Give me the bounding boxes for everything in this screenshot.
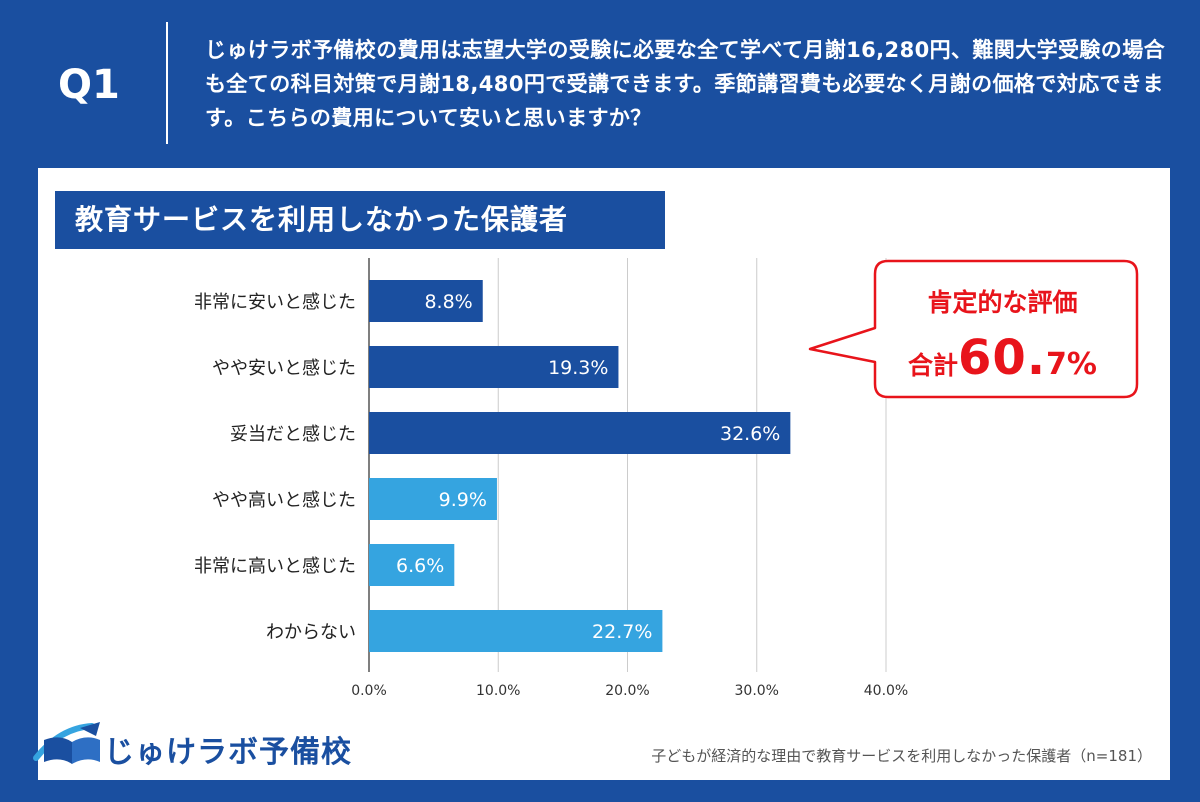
- category-label: 非常に安いと感じた: [194, 292, 356, 313]
- bar: [369, 346, 619, 388]
- bar: [369, 412, 791, 454]
- callout-heading: 肯定的な評価: [927, 288, 1078, 317]
- bar: [369, 544, 455, 586]
- category-label: わからない: [266, 622, 356, 643]
- logo-text: じゅけラボ予備校: [104, 735, 352, 770]
- bar-value-label: 22.7%: [592, 621, 652, 643]
- bar-value-label: 9.9%: [439, 489, 487, 511]
- category-label: 非常に高いと感じた: [194, 556, 356, 577]
- logo-book-icon: [33, 722, 100, 764]
- bar-value-label: 8.8%: [424, 291, 472, 313]
- x-tick-label: 10.0%: [476, 683, 520, 699]
- question-text: じゅけラボ予備校の費用は志望大学の受験に必要な全て学べて月謝16,280円、難関…: [205, 38, 1165, 130]
- header-divider: [166, 22, 168, 144]
- callout-total: 合計60.7%: [865, 330, 1140, 386]
- category-label: 妥当だと感じた: [230, 424, 356, 445]
- footnote: 子どもが経済的な理由で教育サービスを利用しなかった保護者（n=181）: [651, 747, 1152, 765]
- callout-total-decimal: 7%: [1046, 347, 1097, 382]
- question-number: Q1: [58, 62, 120, 108]
- bar: [369, 610, 663, 652]
- x-tick-label: 30.0%: [735, 683, 779, 699]
- bar: [369, 280, 483, 322]
- category-label: やや高いと感じた: [212, 490, 356, 511]
- x-tick-label: 20.0%: [605, 683, 649, 699]
- x-tick-label: 40.0%: [864, 683, 908, 699]
- x-tick-label: 0.0%: [351, 683, 387, 699]
- bar-value-label: 6.6%: [396, 555, 444, 577]
- header: Q1 じゅけラボ予備校の費用は志望大学の受験に必要な全て学べて月謝16,280円…: [0, 0, 1200, 165]
- bar-value-label: 19.3%: [548, 357, 608, 379]
- bar: [369, 478, 497, 520]
- section-title: 教育サービスを利用しなかった保護者: [55, 191, 665, 249]
- callout-bubble: [808, 259, 1139, 399]
- callout-total-prefix: 合計: [908, 351, 959, 380]
- callout-total-value: 60.: [958, 330, 1047, 386]
- category-label: やや安いと感じた: [212, 358, 356, 379]
- bar-value-label: 32.6%: [720, 423, 780, 445]
